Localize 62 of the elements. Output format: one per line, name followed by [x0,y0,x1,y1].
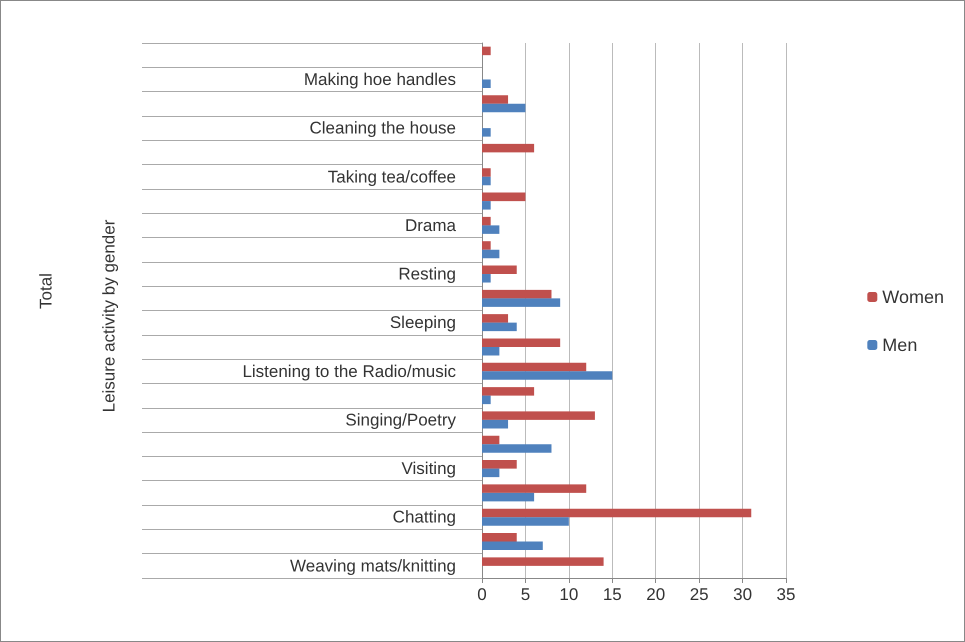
y-tick-label: Taking tea/coffee [328,167,456,186]
bar [482,492,534,502]
bar [482,314,508,323]
bar [482,436,500,444]
y-tick-label: Listening to the Radio/music [242,362,456,381]
bar [482,484,586,493]
x-tick-label: 35 [776,585,796,604]
x-tick-label: 20 [646,585,666,604]
bar [482,557,604,566]
y-tick-label: Weaving mats/knitting [290,556,456,576]
text: Leisure activity by gender [100,219,118,412]
y-tick-label: Making hoe handles [304,70,456,89]
bar [482,216,491,226]
bar [482,168,491,177]
y-tick-label: Singing/Poetry [345,410,456,430]
bar [482,322,517,332]
bar [482,144,534,152]
bar [482,468,500,478]
bar [482,176,491,186]
bar [482,362,586,372]
bar [482,192,526,202]
y-tick-label: Sleeping [390,313,456,332]
bar [482,79,491,88]
bar [482,46,491,56]
x-tick-label: 5 [520,585,530,604]
bar [482,266,517,274]
text: Total [36,273,56,309]
bar [482,411,595,420]
bar [482,387,534,396]
bar [482,346,500,356]
bar [482,338,560,347]
bar [482,225,500,234]
bar [482,104,526,112]
y-tick-label: Drama [404,216,457,235]
bar [482,420,508,428]
x-tick-label: 25 [690,585,709,604]
bar [482,508,752,518]
x-tick-label: 15 [602,585,622,604]
y-tick-label: Visiting [402,459,456,478]
bar [482,396,491,404]
bar [482,444,552,453]
bar [482,533,517,542]
y-tick-label: Chatting [392,508,456,527]
bar [482,517,569,526]
y-tick-label: Cleaning the house [309,118,456,138]
legend-label: Men [882,335,918,355]
bar [482,274,491,283]
x-tick-label: 10 [559,585,578,604]
x-tick-label: 0 [477,585,487,604]
bar [482,128,491,137]
legend-label: Women [882,287,944,307]
bar [482,460,517,469]
bar [482,371,612,380]
bar [482,201,491,210]
bar [482,250,500,258]
bar [482,95,508,104]
bar [482,542,543,550]
bar [482,290,552,298]
x-tick-label: 30 [733,585,752,604]
bar [482,241,491,250]
y-tick-label: Resting [398,264,456,284]
bar [482,298,560,307]
